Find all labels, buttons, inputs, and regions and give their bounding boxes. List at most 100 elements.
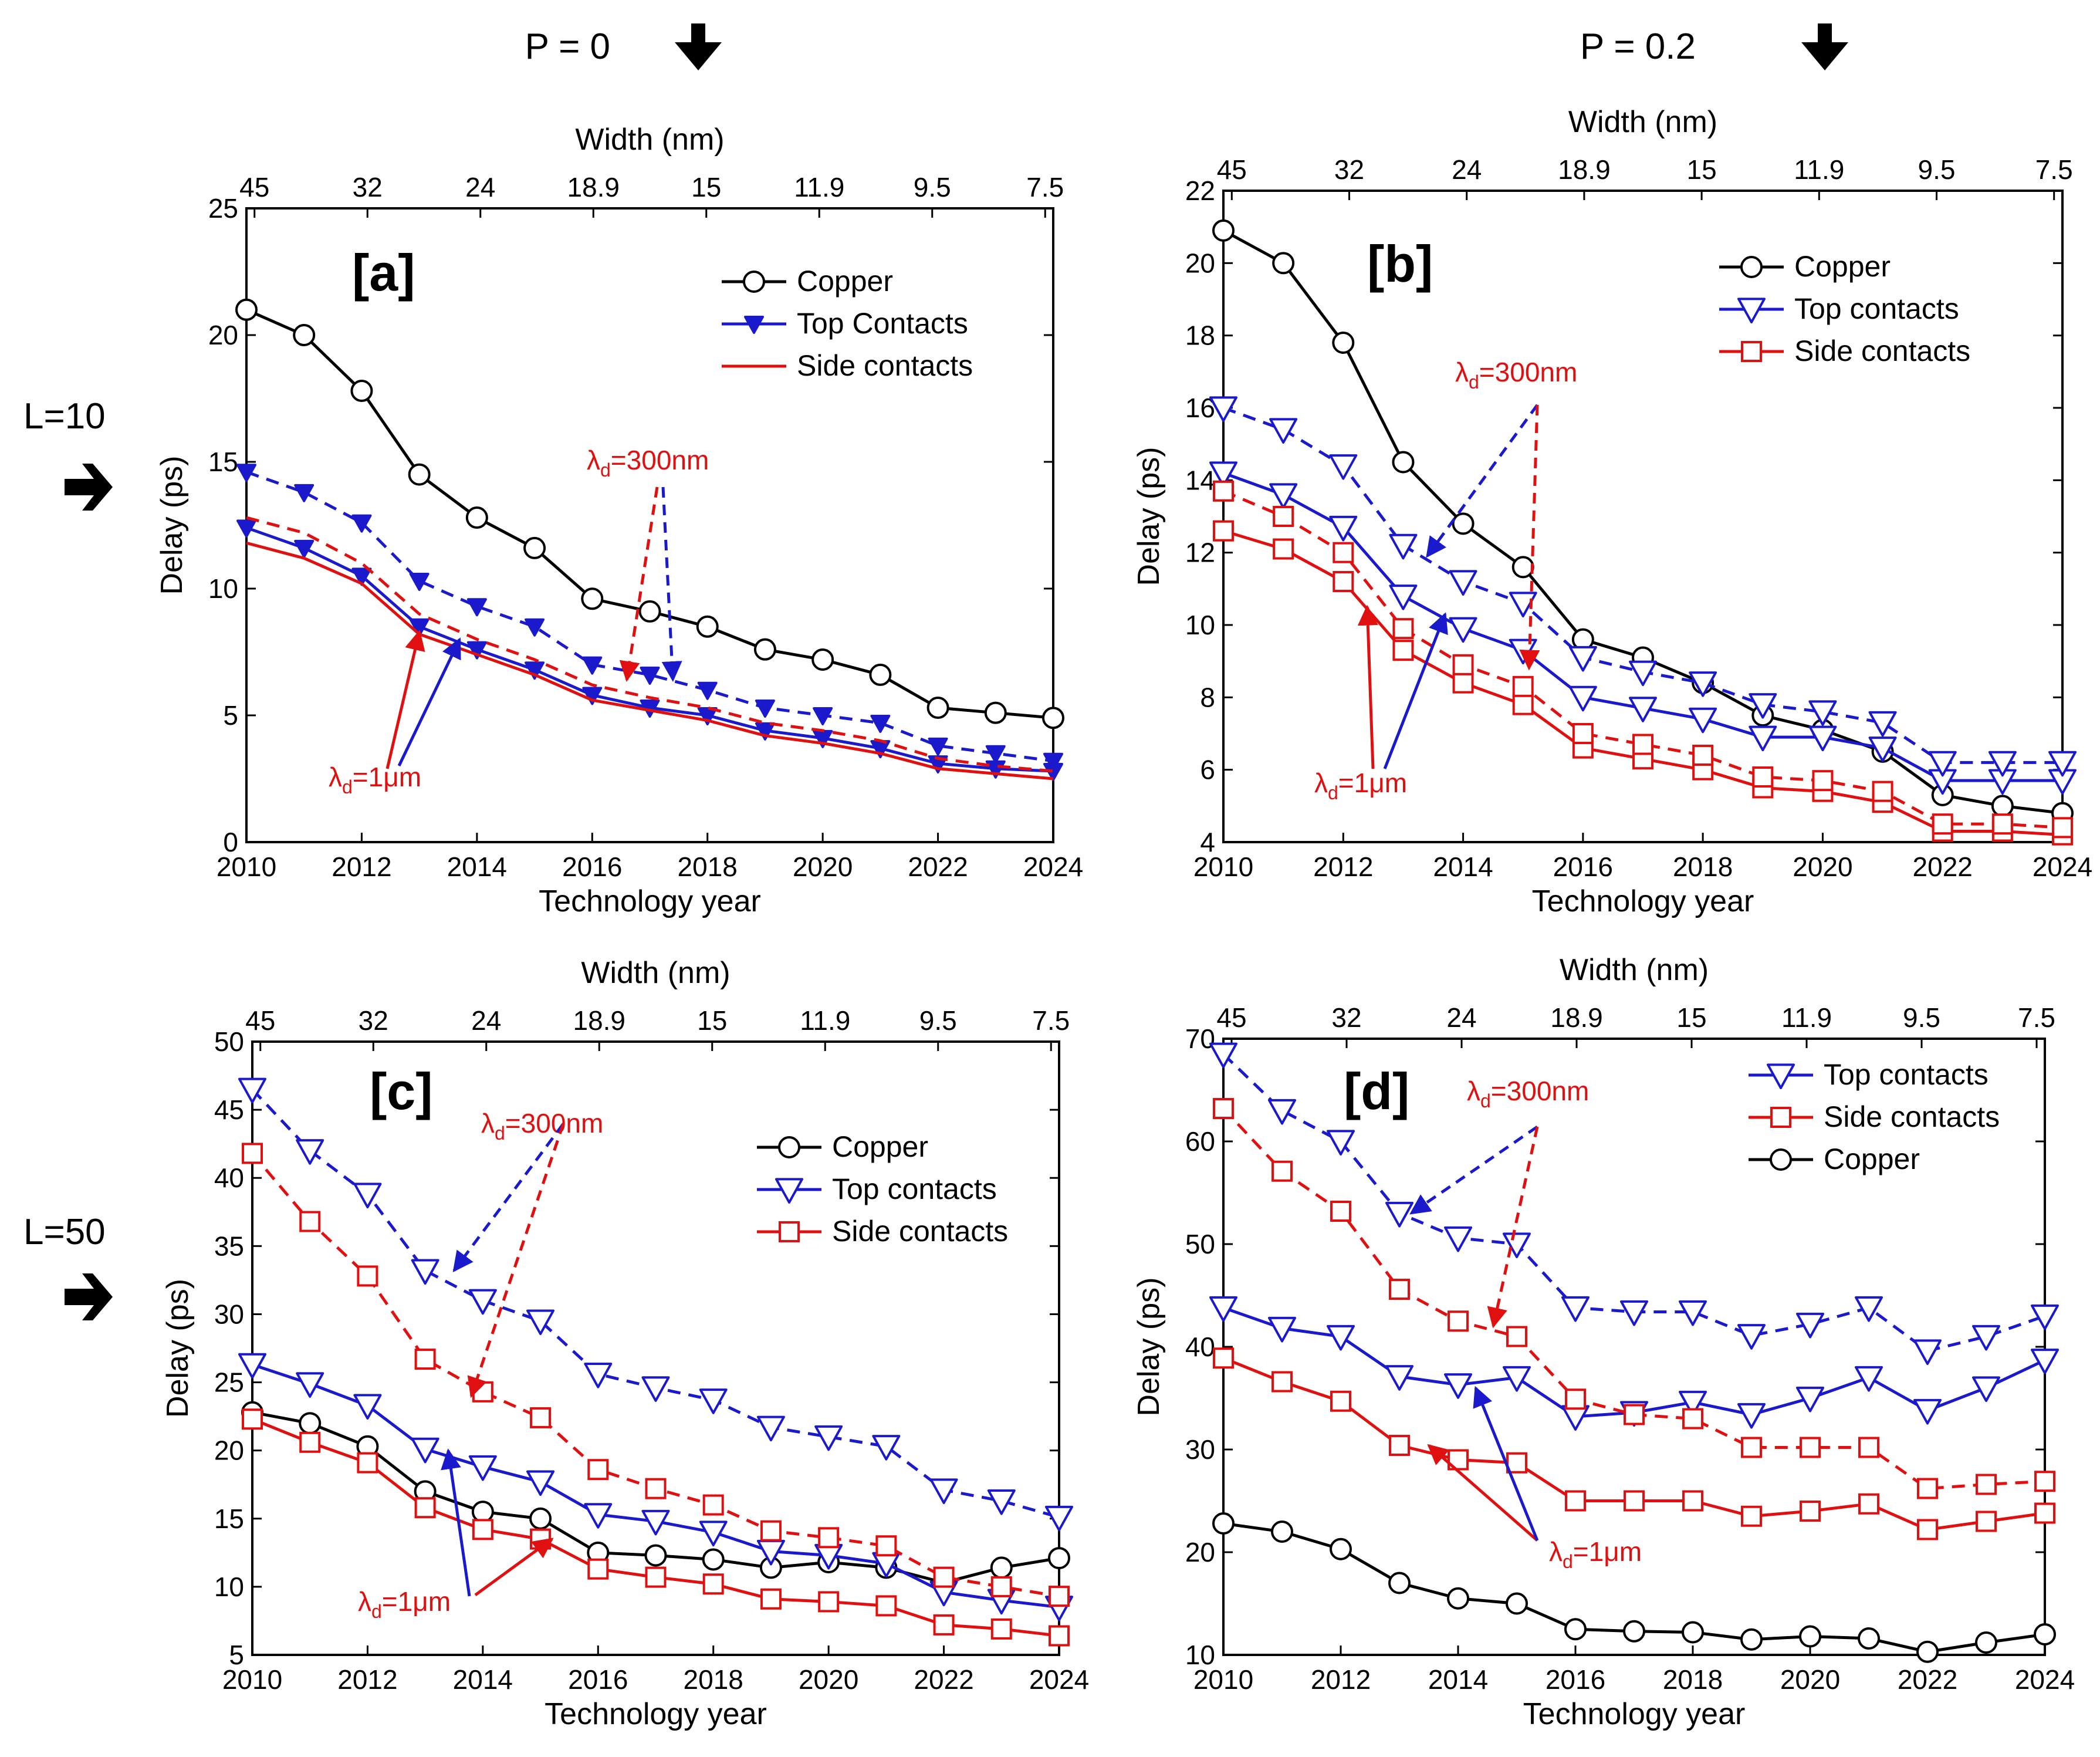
annotation-arrow-300nm <box>1426 404 1539 558</box>
legend-label: Copper <box>1794 250 1891 283</box>
data-point <box>466 641 487 660</box>
data-point <box>872 1435 901 1461</box>
data-point <box>1327 1324 1355 1351</box>
data-point <box>753 638 776 661</box>
data-point <box>414 1349 436 1370</box>
column-header-p0: P = 0 <box>525 23 722 70</box>
series-side-contacts <box>1213 1347 2055 1540</box>
data-point <box>2034 1623 2056 1646</box>
x-tick-label: 2018 <box>1663 1664 1723 1695</box>
x-tick-label: 2014 <box>1428 1664 1488 1695</box>
data-point <box>587 1558 609 1580</box>
x-tick-label: 2014 <box>453 1664 513 1695</box>
data-point <box>1049 1586 1070 1607</box>
legend-label: Side contacts <box>832 1215 1008 1248</box>
annotation-arrow-1um <box>1473 1386 1539 1541</box>
top-tick-label: 9.5 <box>919 1005 957 1036</box>
data-point <box>697 707 718 725</box>
x-tick-label: 2012 <box>1311 1664 1371 1695</box>
data-point <box>1858 1437 1879 1458</box>
top-tick-label: 45 <box>245 1005 275 1036</box>
data-point <box>1506 1326 1527 1347</box>
data-point <box>1388 1572 1411 1594</box>
top-tick-label: 45 <box>1216 1002 1246 1033</box>
x-tick-label: 2022 <box>1898 1664 1957 1695</box>
annotation-arrow-300nm <box>1519 404 1540 671</box>
data-point <box>236 464 256 482</box>
data-point <box>1682 1408 1703 1430</box>
legend-marker <box>1770 1107 1791 1128</box>
plot-area-c <box>251 1040 1060 1656</box>
data-point <box>530 1407 552 1428</box>
annotation-arrow-300nm <box>452 1123 565 1272</box>
legend-label: Top contacts <box>1794 292 1959 325</box>
y-tick-label: 20 <box>208 320 238 350</box>
annotation-arrow-1um <box>397 637 461 767</box>
data-point <box>1928 751 1957 777</box>
series-line <box>1223 489 2063 829</box>
x-tick-label: 2018 <box>1673 852 1733 882</box>
data-point <box>1917 1519 1938 1540</box>
y-axis-label: Delay (ps) <box>161 1279 195 1418</box>
y-tick-label: 20 <box>1185 1537 1215 1567</box>
data-point <box>1272 252 1295 275</box>
data-point <box>1991 813 2013 835</box>
data-point <box>1330 1538 1352 1560</box>
y-axis-label: Delay (ps) <box>155 456 189 595</box>
series-top-contacts-300nm <box>236 464 1063 771</box>
series-side-contacts-300nm <box>246 516 1054 773</box>
top-tick-label: 15 <box>1676 1002 1706 1033</box>
data-point <box>529 1507 552 1530</box>
y-tick-label: 10 <box>1185 1640 1215 1670</box>
data-point <box>1209 396 1237 422</box>
top-tick-label: 11.9 <box>800 1005 850 1036</box>
data-point <box>1271 1521 1293 1543</box>
data-point <box>1624 1404 1645 1425</box>
data-point <box>760 1520 782 1542</box>
x-tick-label: 2020 <box>793 852 853 882</box>
data-point <box>1913 1339 1942 1365</box>
data-point <box>1620 1300 1648 1326</box>
top-tick-label: 9.5 <box>1903 1002 1940 1033</box>
panel-a: 2010 2012 2014 2016 2018 2020 2022 202405101520… <box>155 123 1083 918</box>
legend-label: Side contacts <box>797 349 973 382</box>
data-point <box>1975 1631 1997 1654</box>
data-point <box>1213 1347 1234 1369</box>
data-point <box>1268 1099 1296 1125</box>
data-point <box>1629 697 1657 722</box>
panel-label: [b] <box>1367 235 1433 293</box>
data-point <box>525 618 545 637</box>
down-arrow-icon <box>1801 23 1848 70</box>
top-tick-label: 9.5 <box>1918 154 1956 185</box>
y-tick-label: 20 <box>214 1435 244 1466</box>
y-tick-label: 10 <box>1185 610 1215 640</box>
x-tick-label: 2010 <box>1193 852 1253 882</box>
data-point <box>933 1614 955 1636</box>
data-point <box>466 598 487 617</box>
data-point <box>1916 1640 1939 1663</box>
series-top-contacts <box>238 1353 1073 1621</box>
y-tick-label: 45 <box>214 1094 244 1125</box>
data-point <box>1800 1501 1821 1522</box>
data-point <box>1624 1490 1645 1512</box>
x-tick-label: 2020 <box>1793 852 1852 882</box>
data-point <box>1752 766 1774 788</box>
annotation-arrow-300nm <box>1409 1125 1538 1215</box>
data-point <box>1868 736 1897 762</box>
x-tick-label: 2024 <box>2033 852 2092 882</box>
top-tick-label: 32 <box>359 1005 388 1036</box>
data-point <box>1561 1296 1590 1322</box>
x-tick-label: 2022 <box>908 852 968 882</box>
data-point <box>1689 671 1717 697</box>
x-tick-label: 2014 <box>1433 852 1493 882</box>
x-tick-label: 2022 <box>1913 852 1973 882</box>
data-point <box>645 1566 667 1588</box>
data-point <box>1389 584 1418 610</box>
y-tick-label: 20 <box>1185 248 1215 278</box>
data-point <box>1564 1618 1587 1641</box>
x-tick-label: 2018 <box>678 852 738 882</box>
panel-label: [a] <box>352 244 415 302</box>
data-point <box>1209 1296 1237 1322</box>
data-point <box>1808 700 1837 726</box>
